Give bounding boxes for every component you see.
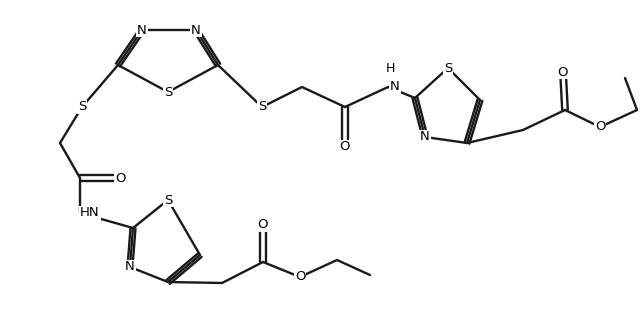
Text: N: N — [125, 260, 135, 274]
Text: HN: HN — [80, 206, 100, 220]
Text: S: S — [164, 86, 172, 99]
Text: N: N — [390, 81, 400, 94]
Text: O: O — [295, 270, 305, 283]
Text: N: N — [420, 131, 430, 143]
Text: H: H — [385, 62, 395, 75]
Text: O: O — [557, 65, 568, 78]
Text: S: S — [258, 100, 266, 113]
Text: S: S — [444, 62, 452, 75]
Text: O: O — [258, 218, 268, 232]
Text: N: N — [137, 23, 147, 37]
Text: S: S — [164, 193, 172, 206]
Text: O: O — [595, 120, 605, 133]
Text: O: O — [115, 172, 125, 185]
Text: N: N — [191, 23, 201, 37]
Text: O: O — [340, 141, 350, 154]
Text: S: S — [78, 100, 86, 113]
